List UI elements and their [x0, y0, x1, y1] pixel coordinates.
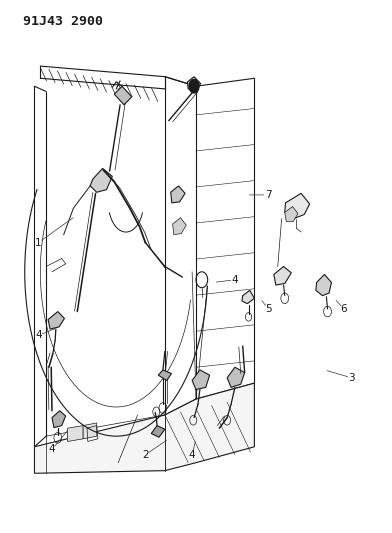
Text: 3: 3 — [348, 373, 355, 383]
Polygon shape — [158, 370, 171, 381]
Polygon shape — [151, 425, 165, 437]
Text: 6: 6 — [341, 304, 347, 314]
Polygon shape — [316, 274, 332, 296]
Text: 91J43 2900: 91J43 2900 — [23, 14, 103, 28]
Polygon shape — [52, 411, 65, 427]
Text: 4: 4 — [189, 450, 196, 460]
Polygon shape — [114, 86, 132, 105]
Polygon shape — [83, 423, 97, 439]
Polygon shape — [67, 425, 83, 441]
Polygon shape — [227, 367, 245, 387]
Circle shape — [189, 79, 199, 93]
Polygon shape — [34, 383, 254, 473]
Polygon shape — [187, 77, 201, 91]
Polygon shape — [48, 312, 64, 329]
Text: 4: 4 — [49, 445, 55, 455]
Polygon shape — [172, 217, 186, 235]
Polygon shape — [285, 207, 298, 221]
Text: 7: 7 — [265, 190, 271, 200]
Text: 2: 2 — [142, 450, 149, 460]
Polygon shape — [274, 266, 291, 285]
Polygon shape — [242, 290, 254, 304]
Text: 5: 5 — [265, 304, 271, 314]
Polygon shape — [90, 168, 113, 192]
Polygon shape — [285, 193, 310, 219]
Text: 1: 1 — [35, 238, 42, 248]
Polygon shape — [171, 186, 185, 203]
Text: 4: 4 — [232, 274, 238, 285]
Text: 4: 4 — [35, 330, 42, 341]
Polygon shape — [192, 370, 210, 390]
